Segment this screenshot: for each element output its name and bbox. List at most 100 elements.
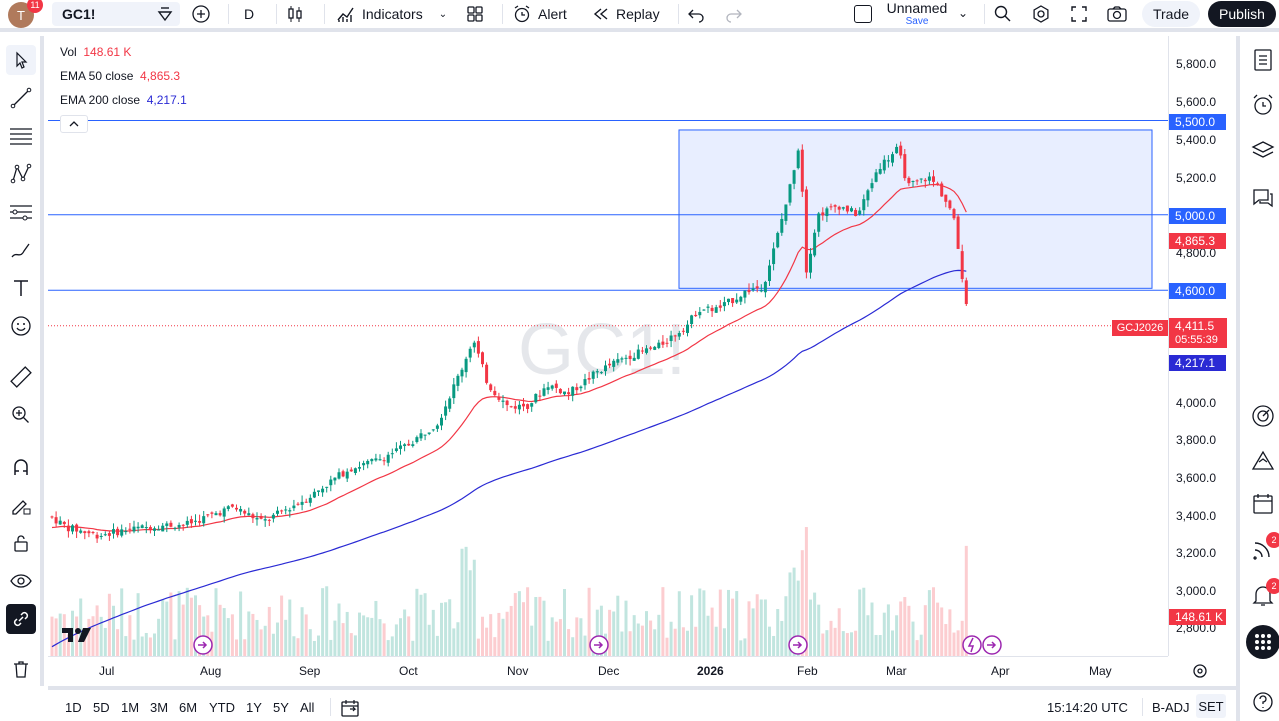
cursor-tool[interactable] xyxy=(6,45,36,75)
candle-body xyxy=(423,434,427,436)
alert-button[interactable]: Alert xyxy=(506,0,573,28)
calendar-icon xyxy=(1253,494,1273,514)
candle-body xyxy=(800,149,804,192)
keep-drawing-tool[interactable] xyxy=(6,490,36,520)
candle-body xyxy=(251,514,255,519)
undo-icon[interactable] xyxy=(687,5,705,23)
utc-clock[interactable]: 15:14:20 UTC xyxy=(1047,700,1128,715)
forecast-tool[interactable] xyxy=(6,197,36,227)
trade-button[interactable]: Trade xyxy=(1142,1,1200,27)
tradingview-logo[interactable] xyxy=(62,626,94,644)
dividend-marker[interactable] xyxy=(961,634,983,656)
candle-body xyxy=(755,286,759,289)
watchlist-button[interactable] xyxy=(1246,43,1279,77)
volume-bar xyxy=(460,548,464,656)
range-5d[interactable]: 5D xyxy=(93,700,110,715)
chat-button[interactable] xyxy=(1246,181,1279,215)
delete-tool[interactable] xyxy=(6,654,36,684)
volume-bar xyxy=(538,596,542,656)
volume-bar xyxy=(661,587,665,656)
pattern-tool[interactable] xyxy=(6,159,36,189)
ideas-stream-button[interactable] xyxy=(1246,532,1279,566)
range-3m[interactable]: 3M xyxy=(150,700,169,715)
volume-bar xyxy=(845,633,849,656)
compare-icon[interactable] xyxy=(156,6,174,22)
help-button[interactable] xyxy=(1246,685,1279,719)
last-price-label: 4,411.5 05:55:39 xyxy=(1169,318,1227,348)
symbol-search[interactable]: GC1! xyxy=(52,2,180,26)
candle-body xyxy=(964,280,968,305)
candle-body xyxy=(702,309,706,311)
range-1d[interactable]: 1D xyxy=(65,700,82,715)
price-chart[interactable]: GC1! xyxy=(48,36,1168,656)
candles-icon[interactable] xyxy=(285,4,305,24)
candle-body xyxy=(165,523,169,526)
templates-icon[interactable] xyxy=(465,4,485,24)
range-6m[interactable]: 6M xyxy=(179,700,198,715)
pine-button[interactable] xyxy=(1246,443,1279,477)
fullscreen-icon[interactable] xyxy=(1069,4,1089,24)
products-menu-button[interactable] xyxy=(1246,625,1279,659)
collapse-legend-button[interactable] xyxy=(60,115,88,133)
ema50-price-label: 4,865.3 xyxy=(1169,233,1226,249)
chevron-down-icon[interactable]: ⌄ xyxy=(958,6,969,20)
candle-body xyxy=(136,526,140,529)
measure-tool[interactable] xyxy=(6,362,36,392)
screener-button[interactable] xyxy=(1246,399,1279,433)
layout-name-button[interactable]: Unnamed Save xyxy=(884,1,950,28)
range-all[interactable]: All xyxy=(300,700,315,715)
price-axis[interactable] xyxy=(1168,36,1236,656)
trend-line-tool[interactable] xyxy=(6,83,36,113)
emoji-tool[interactable] xyxy=(6,311,36,341)
legend-ema200[interactable]: EMA 200 close 4,217.1 xyxy=(60,93,187,107)
candle-body xyxy=(923,179,927,182)
back-adjust-toggle[interactable]: B-ADJ xyxy=(1152,700,1190,715)
magnet-tool[interactable] xyxy=(6,452,36,482)
settings-gear-icon[interactable] xyxy=(1031,4,1051,24)
volume-bar xyxy=(542,600,546,656)
calendar-button[interactable] xyxy=(1246,487,1279,521)
trash-icon xyxy=(14,661,28,678)
range-5y[interactable]: 5Y xyxy=(273,700,289,715)
candle-body xyxy=(468,348,472,358)
legend-volume[interactable]: Vol 148.61 K xyxy=(60,45,131,59)
link-tool[interactable] xyxy=(6,604,36,634)
quick-search-icon[interactable] xyxy=(993,4,1013,24)
add-symbol-icon[interactable] xyxy=(191,4,211,24)
session-toggle[interactable]: SET xyxy=(1196,694,1226,718)
event-marker[interactable] xyxy=(192,634,214,656)
lock-drawings-tool[interactable] xyxy=(6,528,36,558)
fib-tool[interactable] xyxy=(6,121,36,151)
range-ytd[interactable]: YTD xyxy=(209,700,235,715)
indicators-button[interactable]: Indicators ⌄ xyxy=(330,0,453,28)
trend-line-icon xyxy=(10,87,32,109)
publish-button[interactable]: Publish xyxy=(1208,1,1276,27)
brush-tool[interactable] xyxy=(6,235,36,265)
legend-ema50[interactable]: EMA 50 close 4,865.3 xyxy=(60,69,180,83)
zoom-tool[interactable] xyxy=(6,400,36,430)
camera-icon[interactable] xyxy=(1106,4,1128,24)
candle-body xyxy=(784,204,788,221)
candle-body xyxy=(87,531,91,534)
event-marker[interactable] xyxy=(981,634,1003,656)
event-marker[interactable] xyxy=(787,634,809,656)
object-tree-button[interactable] xyxy=(1246,134,1279,168)
text-tool[interactable] xyxy=(6,273,36,303)
redo-icon[interactable] xyxy=(725,5,743,23)
volume-bar xyxy=(206,615,210,656)
event-marker[interactable] xyxy=(588,634,610,656)
time-settings-icon[interactable] xyxy=(1192,663,1208,679)
range-1m[interactable]: 1M xyxy=(121,700,140,715)
time-axis[interactable] xyxy=(48,656,1168,686)
alerts-panel-button[interactable] xyxy=(1246,88,1279,122)
candle-body xyxy=(317,490,320,492)
hide-drawings-tool[interactable] xyxy=(6,566,36,596)
range-1y[interactable]: 1Y xyxy=(246,700,262,715)
interval-button[interactable]: D xyxy=(238,0,260,28)
candle-body xyxy=(731,298,735,304)
pencil-lock-icon xyxy=(12,500,31,515)
go-to-date-icon[interactable] xyxy=(340,698,360,718)
candle-body xyxy=(558,388,562,394)
replay-button[interactable]: Replay xyxy=(586,0,666,28)
layout-checkbox[interactable] xyxy=(854,5,872,23)
